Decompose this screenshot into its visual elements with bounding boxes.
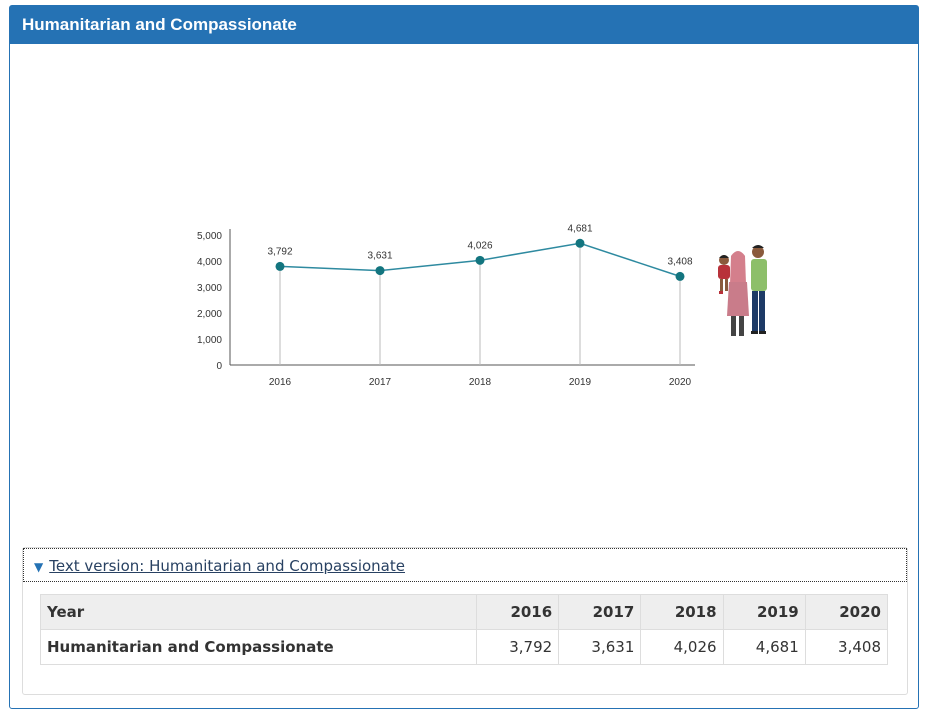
triangle-down-icon: ▼ — [34, 560, 44, 574]
column-header: Year — [40, 594, 477, 630]
data-label: 3,792 — [267, 246, 292, 257]
y-tick-label: 4,000 — [197, 257, 222, 268]
data-table: Year 2016 2017 2018 2019 2020 Humanitari… — [40, 594, 889, 665]
table-cell: 4,681 — [722, 629, 806, 665]
y-tick-label: 5,000 — [197, 231, 222, 242]
y-tick-label: 2,000 — [197, 309, 222, 320]
data-point — [375, 266, 385, 276]
x-tick-label: 2017 — [369, 377, 392, 388]
chart-panel: Humanitarian and Compassionate 0 1,000 2,0… — [9, 5, 919, 709]
column-header: 2019 — [722, 594, 806, 630]
data-point — [275, 261, 285, 271]
column-header: 2017 — [558, 594, 642, 630]
x-tick-label: 2018 — [469, 377, 492, 388]
data-label: 4,681 — [567, 223, 592, 234]
panel-title: Humanitarian and Compassionate — [10, 6, 918, 44]
row-header: Humanitarian and Compassionate — [40, 629, 477, 665]
table-cell: 4,026 — [640, 629, 724, 665]
data-point — [575, 238, 585, 248]
table-header-row: Year 2016 2017 2018 2019 2020 — [40, 594, 889, 630]
data-point — [675, 271, 685, 281]
column-header: 2018 — [640, 594, 724, 630]
data-label: 3,408 — [667, 256, 692, 267]
table-cell: 3,408 — [804, 629, 889, 665]
family-illustration — [718, 245, 767, 336]
x-tick-label: 2020 — [669, 377, 692, 388]
y-tick-label: 1,000 — [197, 335, 222, 346]
text-version-details: ▼ Text version: Humanitarian and Compassi… — [22, 547, 908, 695]
data-label: 4,026 — [467, 240, 492, 251]
x-tick-label: 2016 — [269, 377, 292, 388]
y-tick-label: 0 — [216, 361, 222, 372]
column-header: 2020 — [804, 594, 889, 630]
table-cell: 3,631 — [558, 629, 642, 665]
y-tick-label: 3,000 — [197, 283, 222, 294]
data-label: 3,631 — [367, 251, 392, 262]
x-tick-label: 2019 — [569, 377, 592, 388]
data-point — [475, 255, 485, 265]
text-version-toggle[interactable]: ▼ Text version: Humanitarian and Compassi… — [23, 548, 907, 582]
text-version-link[interactable]: Text version: Humanitarian and Compassio… — [49, 557, 405, 575]
column-header: 2016 — [475, 594, 560, 630]
table-cell: 3,792 — [475, 629, 560, 665]
line-chart: 0 1,000 2,000 3,000 4,000 5,000 2016 2017 2018 20… — [197, 223, 767, 388]
table-row: Humanitarian and Compassionate 3,792 3,6… — [40, 629, 889, 665]
